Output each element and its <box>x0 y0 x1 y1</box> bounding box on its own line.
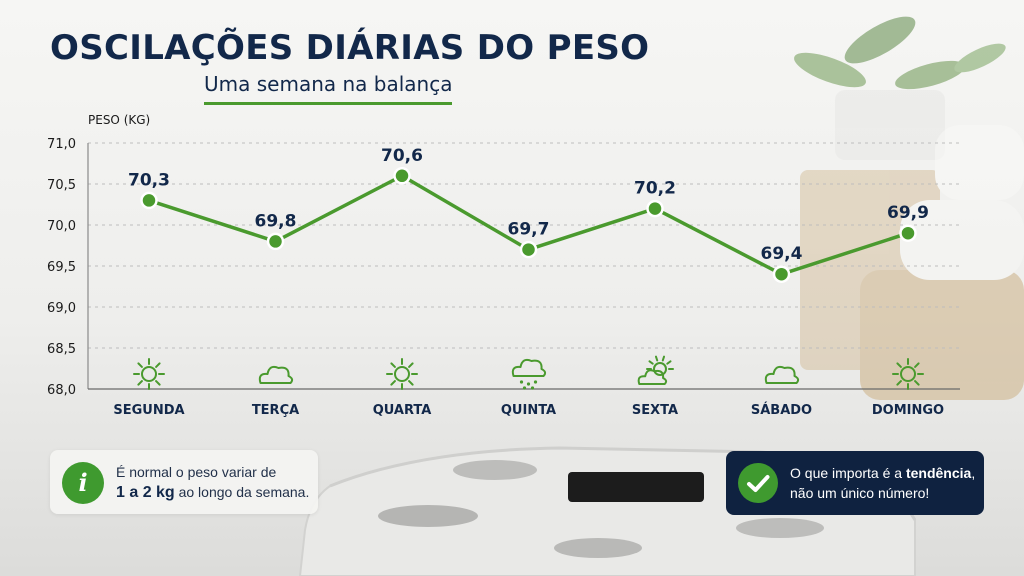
x-tick-label: QUARTA <box>373 403 432 418</box>
data-label: 69,4 <box>761 244 803 264</box>
data-label: 69,7 <box>508 220 550 240</box>
data-point <box>519 240 538 259</box>
x-tick-label: TERÇA <box>252 403 299 418</box>
x-tick-label: SEXTA <box>632 403 678 418</box>
data-label: 70,2 <box>634 179 676 199</box>
info-text-after: ao longo da semana. <box>178 484 310 500</box>
x-tick-label: SEGUNDA <box>113 403 184 418</box>
y-tick-label: 71,0 <box>47 137 76 152</box>
data-point <box>266 232 285 251</box>
info-text-before: É normal o peso variar de <box>116 464 277 480</box>
y-tick-label: 69,0 <box>47 301 76 316</box>
y-tick-label: 70,5 <box>47 178 76 193</box>
data-label: 69,8 <box>255 211 297 231</box>
weight-line-chart: PESO (KG) 68,0 68,5 69,0 69,5 70,0 70,5 71,0 70,… <box>47 113 960 418</box>
data-label: 70,6 <box>381 146 423 166</box>
info-callout: i É normal o peso variar de 1 a 2 kg ao … <box>50 450 318 514</box>
partly-cloudy-icon <box>637 355 674 385</box>
y-tick-label: 70,0 <box>47 219 76 234</box>
data-label: 69,9 <box>887 203 929 223</box>
y-tick-label: 68,5 <box>47 342 76 357</box>
data-point <box>646 199 664 218</box>
data-point <box>393 167 411 185</box>
info-text-bold: 1 a 2 kg <box>116 484 175 501</box>
x-tick-label: QUINTA <box>501 403 556 418</box>
tip-text-bold: tendência <box>905 465 972 481</box>
x-tick-label: DOMINGO <box>872 403 944 418</box>
rain-cloud-icon <box>511 358 547 390</box>
cloud-icon <box>764 365 800 384</box>
data-point <box>140 191 158 210</box>
y-tick-label: 69,5 <box>47 260 76 275</box>
x-tick-label: SÁBADO <box>751 402 812 418</box>
data-point <box>772 265 791 283</box>
data-label: 70,3 <box>128 170 170 190</box>
tip-text-before: O que importa é a <box>790 465 903 481</box>
y-axis-label: PESO (KG) <box>88 113 150 127</box>
info-icon: i <box>62 462 104 504</box>
sun-icon <box>892 358 924 390</box>
y-tick-label: 68,0 <box>47 383 76 398</box>
cloud-icon <box>258 365 294 384</box>
tip-text: O que importa é a tendência, não um únic… <box>790 463 980 503</box>
sun-icon <box>133 358 165 390</box>
sun-icon <box>386 358 418 390</box>
tip-callout: O que importa é a tendência, não um únic… <box>726 451 984 515</box>
checkmark-icon <box>738 463 778 503</box>
page-title: OSCILAÇÕES DIÁRIAS DO PESO <box>50 28 650 68</box>
data-point <box>899 224 917 242</box>
page-subtitle: Uma semana na balança <box>204 72 453 105</box>
tip-text-after: , não um único número! <box>790 465 976 501</box>
info-text: É normal o peso variar de 1 a 2 kg ao lo… <box>116 462 316 503</box>
